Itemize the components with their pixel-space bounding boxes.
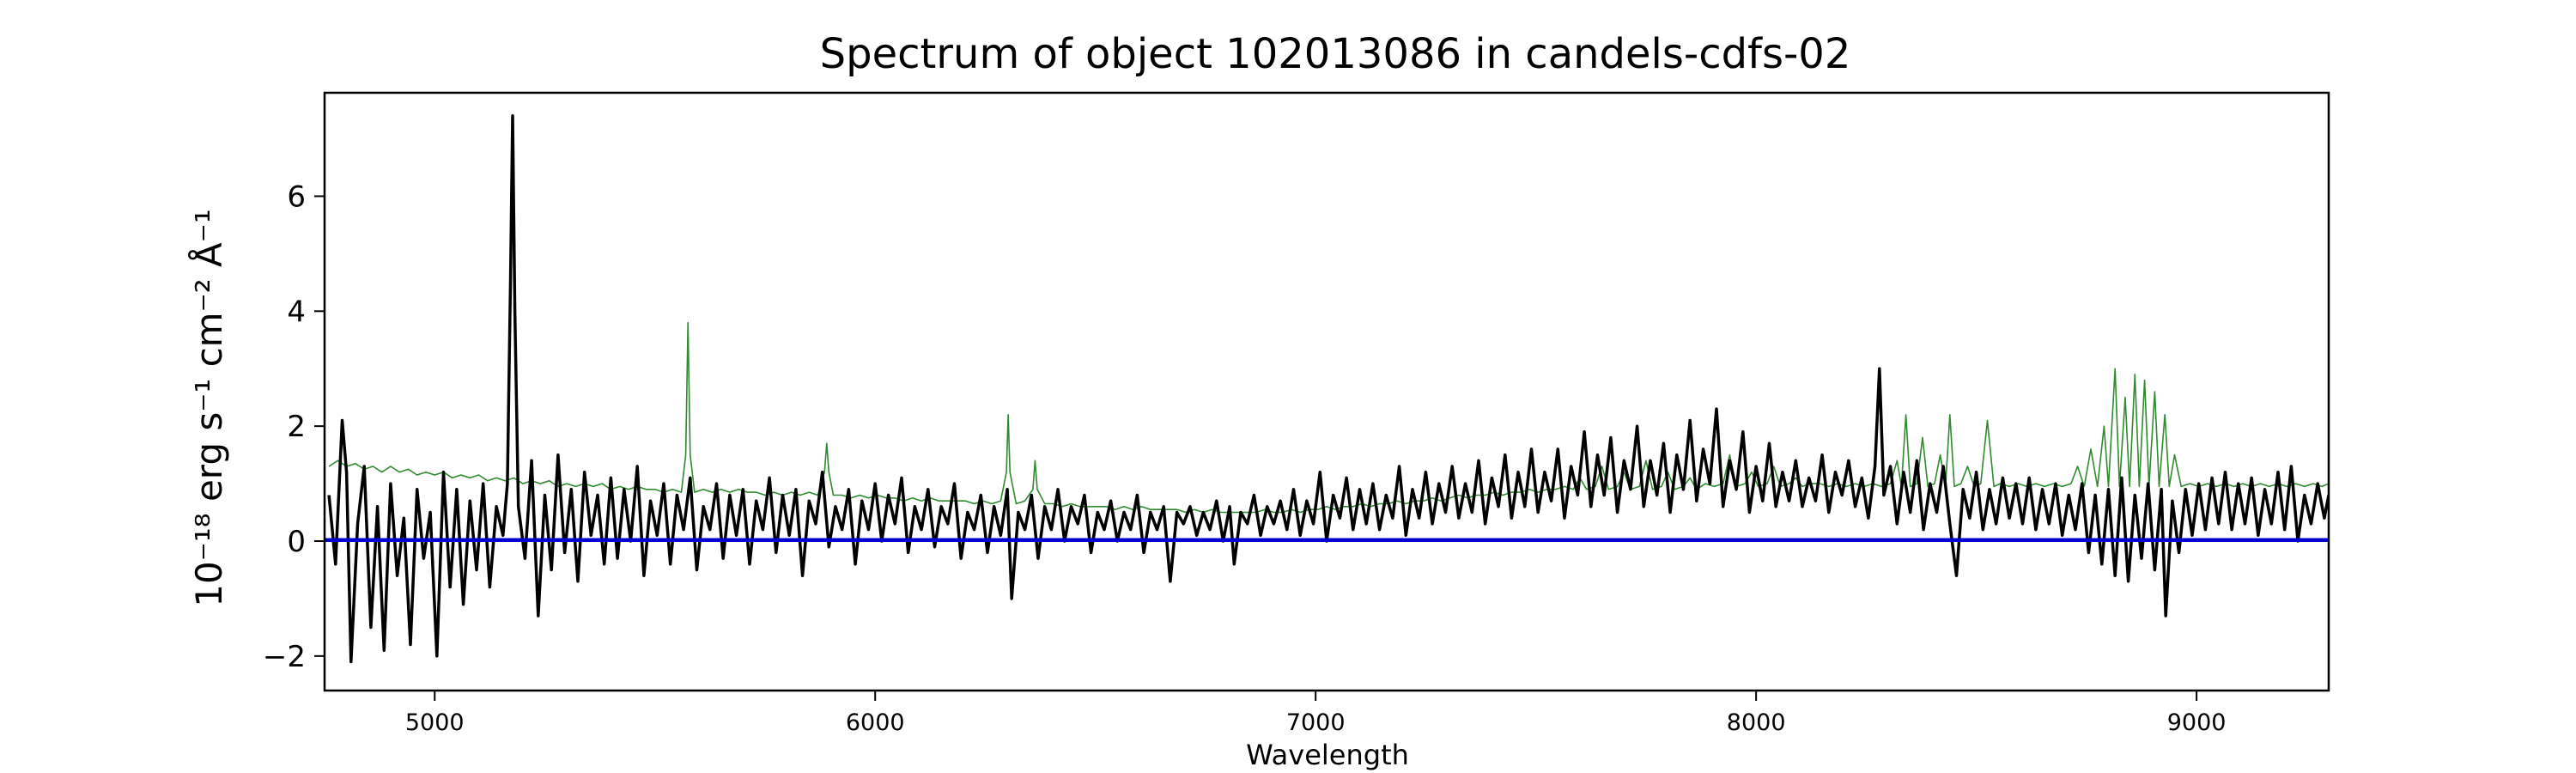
x-tick-label: 6000	[846, 709, 905, 736]
x-tick-label: 7000	[1286, 709, 1346, 736]
y-tick-label: 6	[287, 180, 306, 214]
plot-frame	[323, 91, 2330, 692]
y-tick-label: 0	[287, 525, 306, 559]
x-tick-label: 9000	[2167, 709, 2227, 736]
y-tick-label: −2	[263, 640, 306, 674]
x-tick-label: 8000	[1727, 709, 1786, 736]
chart-title: Spectrum of object 102013086 in candels-…	[820, 30, 1851, 78]
y-tick-label: 2	[287, 410, 306, 444]
x-axis-label: Wavelength	[1246, 739, 1409, 771]
plot-area: 5000 6000 7000 8000 9000 −2 0 2 4 6	[263, 91, 2330, 736]
y-axis-label: 10⁻¹⁸ erg s⁻¹ cm⁻² Å⁻¹	[187, 209, 230, 606]
flux-series-line	[327, 114, 2329, 664]
y-tick-label: 4	[287, 295, 306, 329]
x-tick-label: 5000	[405, 709, 465, 736]
